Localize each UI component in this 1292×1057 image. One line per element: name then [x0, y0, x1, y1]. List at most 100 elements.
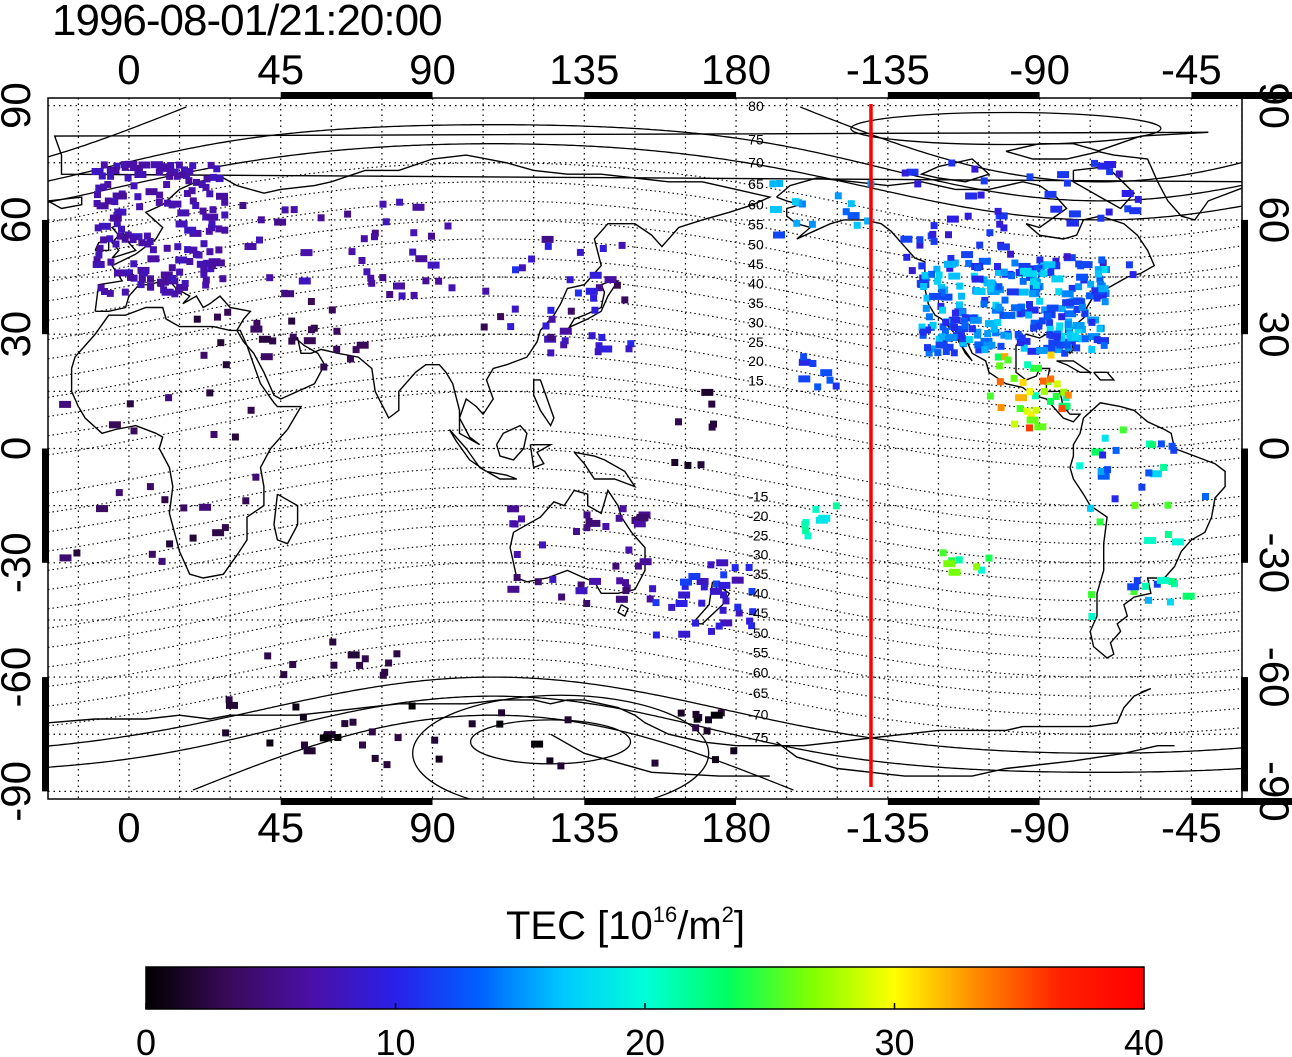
tec-point	[983, 279, 996, 287]
tec-point	[720, 591, 727, 599]
tec-point	[158, 163, 171, 171]
tec-point	[496, 720, 504, 728]
tec-point	[745, 564, 753, 571]
tec-point	[615, 595, 628, 603]
tec-point	[367, 274, 375, 282]
tec-point	[1068, 210, 1081, 218]
tec-point	[1145, 469, 1153, 477]
tec-point	[203, 175, 211, 183]
tec-point	[1076, 462, 1084, 470]
tec-point	[91, 168, 104, 175]
lat-tick-label-right: -60	[1251, 647, 1292, 708]
tec-point	[698, 599, 706, 607]
tec-point	[567, 307, 575, 315]
tec-point	[199, 503, 212, 511]
tec-point	[409, 248, 417, 256]
tec-point	[622, 587, 630, 595]
tec-point	[1039, 377, 1047, 385]
tec-point	[1078, 303, 1086, 311]
tec-point	[1038, 317, 1046, 325]
tec-point	[94, 191, 101, 199]
tec-point	[1000, 331, 1008, 339]
tec-point	[834, 192, 842, 200]
tec-point	[143, 232, 151, 240]
tec-point	[708, 627, 715, 635]
mag-contour-label: 30	[748, 314, 764, 330]
tec-point	[1076, 273, 1089, 281]
lon-tick-label-top: -90	[1009, 46, 1070, 93]
tec-point	[1019, 267, 1032, 275]
colorbar-tick-label: 10	[375, 1022, 415, 1057]
tec-point	[193, 315, 201, 323]
tec-point	[977, 191, 985, 199]
tec-point	[393, 282, 405, 290]
tec-point	[639, 558, 652, 566]
coastline	[94, 154, 772, 446]
tec-point	[544, 242, 552, 250]
tec-point	[200, 266, 208, 274]
tec-point	[956, 301, 963, 309]
tec-point	[242, 497, 250, 505]
tec-point	[208, 262, 216, 269]
tec-point	[814, 383, 822, 391]
tec-point	[988, 341, 996, 349]
tec-point	[118, 225, 125, 233]
tec-point	[769, 180, 777, 188]
tec-point	[101, 288, 108, 295]
tec-point	[149, 246, 157, 254]
tec-point	[190, 246, 198, 254]
coastline	[776, 177, 1156, 423]
tec-point	[1030, 364, 1042, 372]
tec-point	[946, 264, 954, 272]
tec-point	[221, 524, 229, 532]
tec-point	[1064, 321, 1072, 329]
tec-point	[939, 323, 947, 331]
tec-point	[511, 305, 519, 313]
tec-point	[151, 161, 163, 169]
tec-point	[930, 222, 938, 230]
tec-point	[349, 718, 357, 726]
tec-point	[134, 171, 147, 178]
coastline	[573, 451, 637, 489]
tec-point	[1063, 179, 1071, 187]
tec-point	[547, 349, 555, 357]
tec-point	[1011, 259, 1019, 267]
tec-point	[1202, 493, 1209, 500]
tec-point	[677, 709, 685, 717]
tec-point	[622, 579, 629, 587]
tec-point	[558, 593, 566, 601]
tec-point	[1144, 537, 1157, 544]
tec-point	[134, 193, 142, 201]
tec-point	[206, 248, 214, 256]
tec-point	[1134, 195, 1142, 203]
tec-point	[542, 322, 550, 330]
tec-point	[1097, 214, 1105, 222]
tec-point	[996, 220, 1004, 228]
tec-point	[497, 313, 505, 321]
tec-point	[923, 294, 931, 302]
mag-contour-label: -60	[748, 665, 768, 681]
coastline	[690, 581, 731, 625]
tec-point	[104, 197, 112, 205]
tec-point	[518, 264, 526, 272]
tec-point	[156, 278, 169, 286]
tec-point	[853, 221, 861, 229]
tec-point	[1145, 596, 1152, 604]
tec-point	[1182, 592, 1195, 600]
tec-point	[379, 274, 387, 282]
tec-point	[94, 224, 102, 232]
tec-point	[1130, 588, 1138, 596]
tec-point	[1075, 283, 1083, 291]
tec-point	[951, 309, 959, 317]
tec-point	[317, 214, 325, 222]
mag-contour-label: -45	[748, 605, 768, 621]
tec-point	[334, 734, 342, 741]
tec-point	[1026, 416, 1039, 424]
tec-point	[1096, 325, 1104, 333]
lat-tick-label-right: 30	[1251, 311, 1292, 358]
tec-point	[1086, 292, 1098, 300]
tec-point	[585, 518, 593, 525]
lat-tick-label-right: -90	[1251, 761, 1292, 822]
tec-point	[356, 341, 369, 349]
tec-point	[382, 218, 390, 226]
